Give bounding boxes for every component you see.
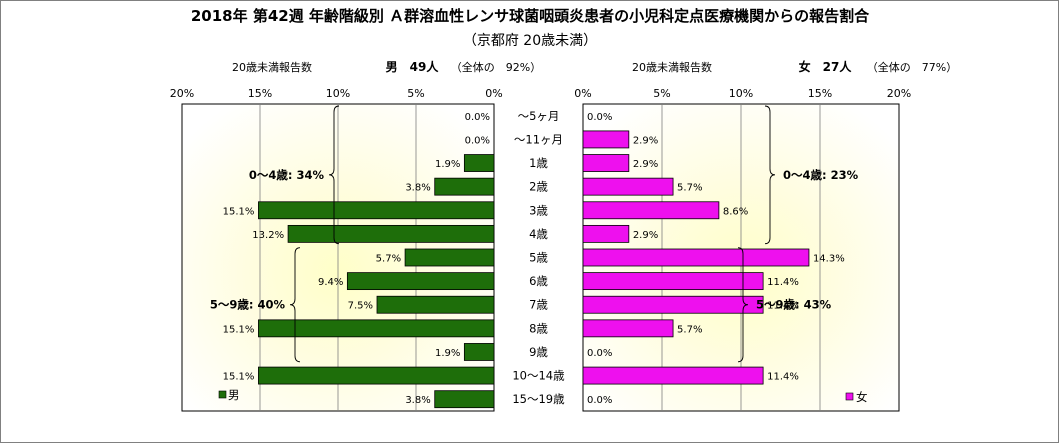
age-category-label: 3歳 bbox=[529, 203, 548, 217]
male-x-tick-label: 0% bbox=[485, 87, 502, 100]
chart-subtitle: （京都府 20歳未満） bbox=[463, 33, 597, 49]
male-value-label: 1.9% bbox=[435, 348, 460, 359]
age-category-label: 1歳 bbox=[529, 156, 548, 170]
male-bar bbox=[463, 343, 495, 361]
male-value-label: 15.1% bbox=[223, 206, 255, 217]
female-bar bbox=[582, 177, 674, 196]
female-bar bbox=[582, 319, 674, 338]
female-header-note: （全体の 77%） bbox=[867, 60, 957, 74]
female-bar bbox=[582, 154, 630, 172]
male-value-label: 5.7% bbox=[376, 254, 401, 265]
male-bar bbox=[434, 177, 495, 196]
male-bar bbox=[258, 319, 495, 338]
age-category-label: 5歳 bbox=[529, 251, 548, 265]
female-header-count: 女 27人 bbox=[799, 59, 853, 74]
female-value-label: 5.7% bbox=[677, 324, 702, 335]
female-value-label: 11.4% bbox=[767, 372, 799, 383]
male-value-label: 15.1% bbox=[223, 324, 255, 335]
male-age-group-brace bbox=[289, 247, 301, 363]
male-value-label: 3.8% bbox=[405, 183, 430, 194]
female-value-label: 11.4% bbox=[767, 301, 799, 312]
female-bar bbox=[582, 272, 764, 291]
female-bar bbox=[582, 248, 810, 267]
male-bar bbox=[258, 201, 495, 220]
male-legend-label: 男 bbox=[228, 388, 240, 402]
female-bar bbox=[582, 295, 764, 314]
female-age-group-label: 5～9歳: 43% bbox=[756, 298, 832, 312]
age-category-label: 8歳 bbox=[529, 321, 548, 335]
female-value-label: 8.6% bbox=[723, 206, 748, 217]
female-age-group-brace bbox=[764, 105, 776, 245]
female-value-label: 11.4% bbox=[767, 277, 799, 288]
female-value-label: 2.9% bbox=[633, 159, 658, 170]
male-value-label: 13.2% bbox=[252, 230, 284, 241]
female-age-group-brace bbox=[737, 247, 749, 363]
female-x-tick-label: 5% bbox=[653, 87, 670, 100]
female-bar bbox=[582, 201, 720, 220]
age-category-label: 10～14歳 bbox=[512, 369, 565, 383]
male-bar bbox=[346, 272, 495, 291]
chart-title: 2018年 第42週 年齢階級別 Ａ群溶血性レンサ球菌咽頭炎患者の小児科定点医療… bbox=[191, 7, 870, 25]
female-value-label: 0.0% bbox=[587, 395, 612, 406]
male-bar bbox=[463, 154, 495, 172]
male-value-label: 1.9% bbox=[435, 159, 460, 170]
male-value-label: 9.4% bbox=[318, 277, 343, 288]
male-value-label: 0.0% bbox=[465, 135, 490, 146]
female-bar bbox=[582, 130, 630, 149]
female-value-label: 0.0% bbox=[587, 112, 612, 123]
female-bar bbox=[582, 224, 630, 243]
age-category-label: 2歳 bbox=[529, 180, 548, 194]
male-value-label: 7.5% bbox=[348, 301, 373, 312]
male-bar bbox=[404, 248, 495, 267]
female-bar bbox=[582, 366, 764, 385]
male-x-tick-label: 20% bbox=[170, 87, 194, 100]
male-legend-swatch bbox=[218, 390, 227, 399]
female-x-tick-label: 0% bbox=[574, 87, 591, 100]
male-header-count: 男 49人 bbox=[386, 59, 440, 74]
female-age-group-label: 0～4歳: 23% bbox=[783, 168, 859, 182]
age-category-label: ～5ヶ月 bbox=[518, 109, 560, 123]
female-x-tick-label: 15% bbox=[808, 87, 832, 100]
age-category-label: 7歳 bbox=[529, 298, 548, 312]
age-category-label: 6歳 bbox=[529, 274, 548, 288]
male-header-label: 20歳未満報告数 bbox=[232, 61, 312, 74]
male-value-label: 3.8% bbox=[405, 395, 430, 406]
female-value-label: 5.7% bbox=[677, 183, 702, 194]
male-value-label: 0.0% bbox=[465, 112, 490, 123]
male-value-label: 15.1% bbox=[223, 372, 255, 383]
female-value-label: 0.0% bbox=[587, 348, 612, 359]
male-x-tick-label: 10% bbox=[326, 87, 350, 100]
male-bar bbox=[287, 224, 495, 243]
male-age-group-brace bbox=[328, 105, 340, 245]
age-category-label: 9歳 bbox=[529, 345, 548, 359]
male-bar bbox=[258, 366, 495, 385]
female-value-label: 2.9% bbox=[633, 230, 658, 241]
female-value-label: 2.9% bbox=[633, 135, 658, 146]
male-bar bbox=[434, 390, 495, 409]
female-header-label: 20歳未満報告数 bbox=[632, 61, 712, 74]
female-legend-label: 女 bbox=[856, 390, 868, 404]
female-x-tick-label: 20% bbox=[887, 87, 911, 100]
female-x-tick-label: 10% bbox=[729, 87, 753, 100]
age-category-label: ～11ヶ月 bbox=[514, 132, 563, 146]
male-bar bbox=[376, 295, 495, 314]
male-x-tick-label: 15% bbox=[248, 87, 272, 100]
male-x-tick-label: 5% bbox=[407, 87, 424, 100]
male-age-group-label: 5～9歳: 40% bbox=[210, 298, 286, 312]
male-age-group-label: 0～4歳: 34% bbox=[249, 168, 325, 182]
age-category-label: 15～19歳 bbox=[512, 392, 565, 406]
male-header-note: （全体の 92%） bbox=[451, 60, 541, 74]
age-category-label: 4歳 bbox=[529, 227, 548, 241]
female-value-label: 14.3% bbox=[813, 254, 845, 265]
female-legend-swatch bbox=[845, 392, 854, 401]
